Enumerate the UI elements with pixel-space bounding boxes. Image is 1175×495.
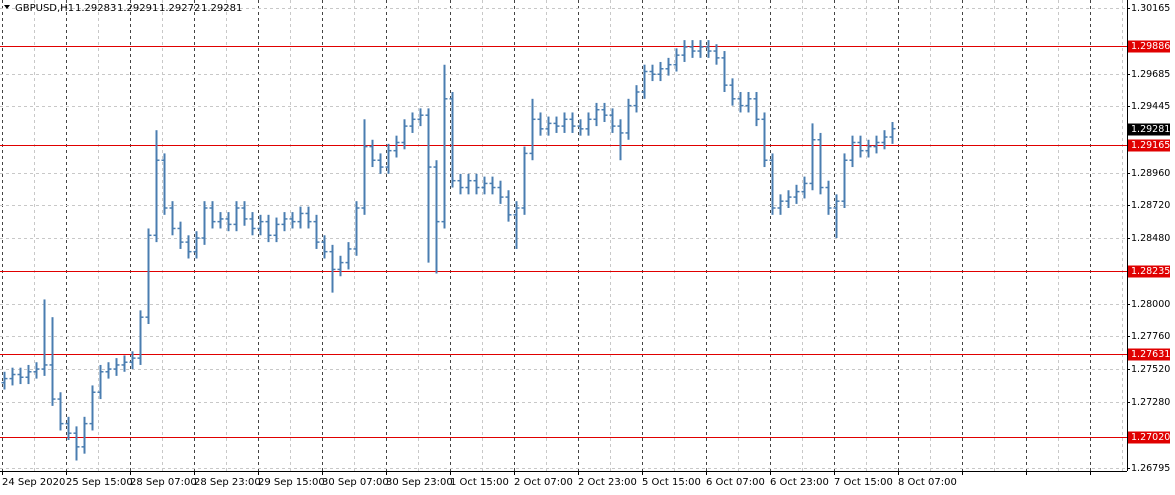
current-price-bg <box>1128 123 1170 136</box>
level-label: 1.29165 <box>1131 140 1170 151</box>
level-label: 1.28235 <box>1131 266 1170 277</box>
y-tick-label: 1.27520 <box>1131 364 1170 375</box>
y-tick-label: 1.28720 <box>1131 200 1170 211</box>
level-label-bg <box>1128 431 1170 444</box>
header-open: 1.29283 <box>75 3 116 14</box>
x-tick-label: 5 Oct 15:00 <box>642 477 701 488</box>
x-tick-label: 24 Sep 2020 <box>2 477 65 488</box>
level-label-bg <box>1128 40 1170 53</box>
x-tick-label: 2 Oct 07:00 <box>514 477 573 488</box>
header-high: 1.29291 <box>117 3 158 14</box>
y-tick-label: 1.28960 <box>1131 168 1170 179</box>
header: GBPUSD,H1 1.29283 1.29291 1.29272 1.2928… <box>15 3 242 14</box>
x-tick-label: 28 Sep 23:00 <box>194 477 261 488</box>
x-tick-label: 29 Sep 15:00 <box>258 477 325 488</box>
level-label: 1.27020 <box>1131 432 1170 443</box>
y-tick-label: 1.27760 <box>1131 331 1170 342</box>
symbol: GBPUSD,H1 <box>15 3 74 14</box>
x-tick-label: 7 Oct 15:00 <box>834 477 893 488</box>
x-tick-label: 6 Oct 23:00 <box>770 477 829 488</box>
x-tick-label: 28 Sep 07:00 <box>130 477 197 488</box>
y-tick-label: 1.29445 <box>1131 101 1170 112</box>
x-tick-label: 8 Oct 07:00 <box>898 477 957 488</box>
level-label: 1.29886 <box>1131 41 1170 52</box>
menu-arrow[interactable] <box>4 5 10 9</box>
header-low: 1.29272 <box>159 3 200 14</box>
header-close: 1.29281 <box>201 3 242 14</box>
x-tick-label: 25 Sep 15:00 <box>66 477 133 488</box>
x-tick-label: 1 Oct 15:00 <box>450 477 509 488</box>
bars <box>1 40 896 461</box>
levels <box>0 46 1127 438</box>
y-tick-label: 1.27280 <box>1131 397 1170 408</box>
y-tick-label: 1.28000 <box>1131 299 1170 310</box>
level-label: 1.27631 <box>1131 349 1170 360</box>
x-tick-label: 30 Sep 07:00 <box>322 477 389 488</box>
level-label-bg <box>1128 139 1170 152</box>
y-tick-label: 1.29685 <box>1131 69 1170 80</box>
y-tick-label: 1.28480 <box>1131 233 1170 244</box>
level-label-bg <box>1128 265 1170 278</box>
axes: 1.30165 1.29685 1.29445 1.28960 1.28720 1.284… <box>2 3 1170 488</box>
x-tick-label: 30 Sep 23:00 <box>386 477 453 488</box>
x-tick-label: 6 Oct 07:00 <box>706 477 765 488</box>
y-tick-label: 1.26795 <box>1131 463 1170 474</box>
level-label-bg <box>1128 348 1170 361</box>
y-tick-label: 1.30165 <box>1131 3 1170 14</box>
x-tick-label: 2 Oct 23:00 <box>578 477 637 488</box>
current-price-label: 1.29281 <box>1131 124 1170 135</box>
